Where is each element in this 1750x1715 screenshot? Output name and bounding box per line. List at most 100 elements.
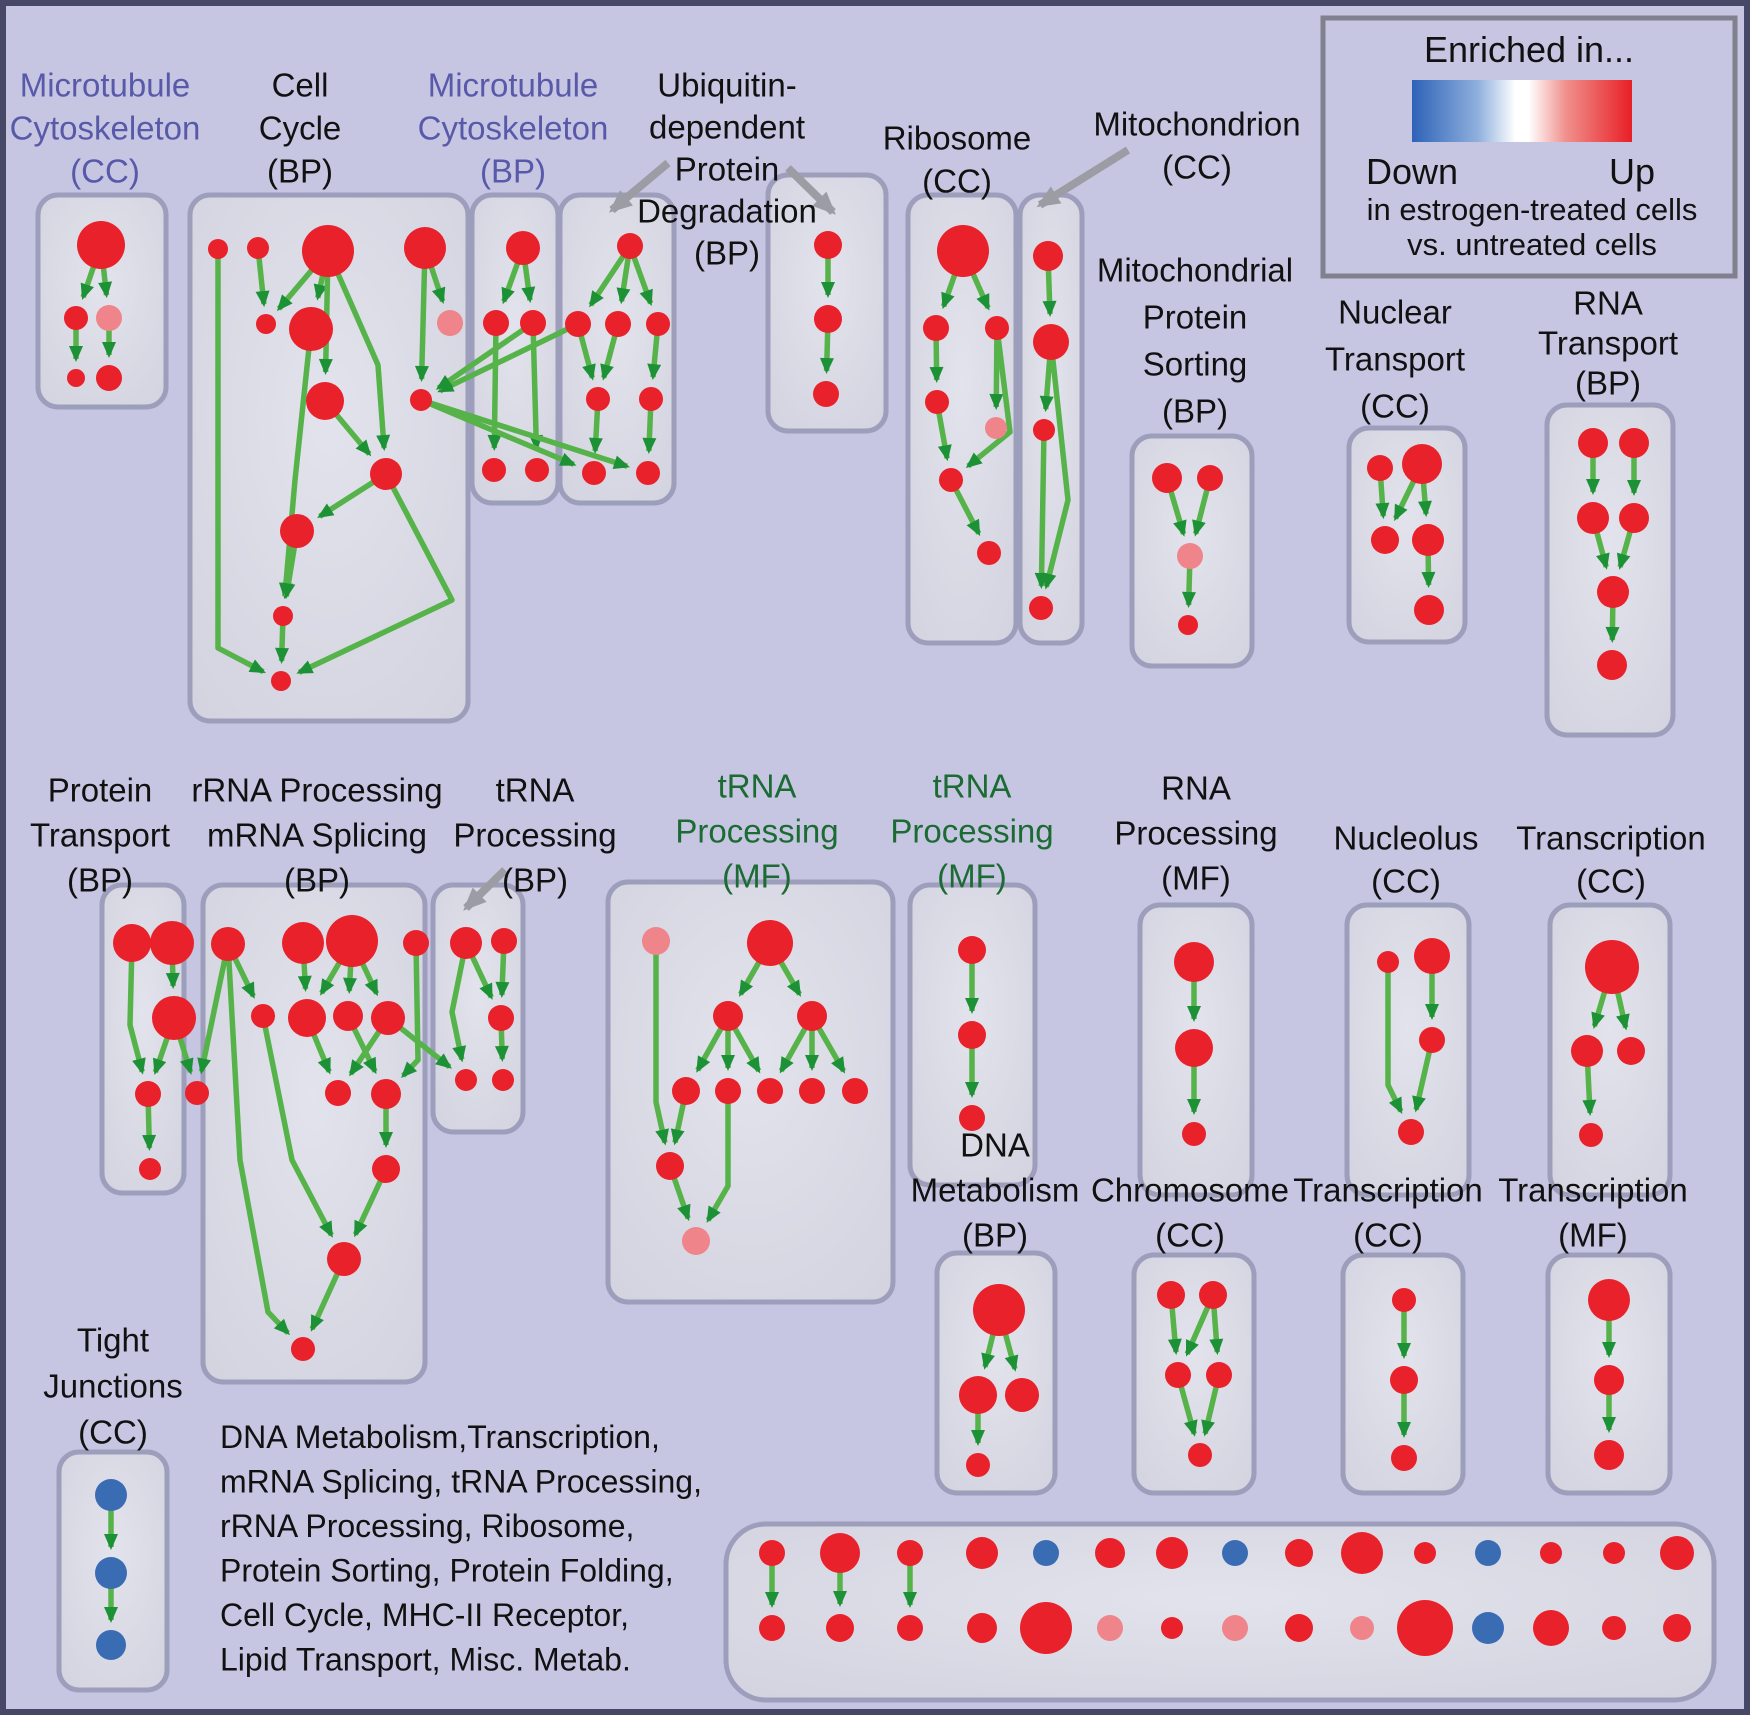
edge-D1-B8	[437, 321, 580, 394]
cluster-box-tr-cc-mid	[1547, 902, 1673, 1198]
go-term-node-Q2	[1419, 1027, 1445, 1053]
go-term-node-B8	[410, 389, 432, 411]
cluster-label-rt-bp: RNA Transport (BP)	[1538, 285, 1678, 402]
go-term-node-N9	[656, 1152, 684, 1180]
go-term-node-Yb9	[1285, 1614, 1313, 1642]
go-term-node-J2	[1577, 502, 1609, 534]
legend-up-label: Up	[1609, 151, 1655, 192]
go-term-node-B2	[302, 225, 354, 277]
go-term-node-I1	[1402, 444, 1442, 484]
go-term-node-R0	[1585, 940, 1639, 994]
edge-B5-B11	[278, 328, 314, 600]
go-term-node-W2	[96, 1630, 126, 1660]
cluster-label-ribo-cc: Ribosome (CC)	[883, 120, 1032, 200]
go-term-node-Yb14	[1602, 1616, 1626, 1640]
go-term-node-P2	[1182, 1122, 1206, 1146]
go-term-node-Ya5	[1033, 1540, 1059, 1566]
annotation-text-line-3: rRNA Processing, Ribosome,	[220, 1508, 634, 1544]
cluster-label-tj-cc: Tight Junctions (CC)	[43, 1322, 182, 1451]
go-term-node-T2	[1165, 1362, 1191, 1388]
go-term-node-Ya12	[1475, 1540, 1501, 1566]
go-term-node-Ya13	[1540, 1542, 1562, 1564]
annotation-arrow-4	[463, 867, 508, 911]
cluster-label-trna-mf-2: tRNA Processing (MF)	[890, 768, 1053, 895]
go-term-node-H2	[1177, 543, 1203, 569]
edge-B0-B12	[215, 249, 266, 675]
cluster-label-nt-cc: Nuclear Transport (CC)	[1325, 294, 1465, 425]
cluster-label-ubi-label: Ubiquitin-dependent Protein Degradation (BP…	[637, 67, 817, 272]
go-term-node-I3	[1412, 524, 1444, 556]
cluster-label-chr-cc: Chromosome (CC)	[1091, 1172, 1289, 1254]
annotation-arrow-2	[785, 165, 836, 215]
go-term-node-B4	[256, 314, 276, 334]
cluster-label-mps-bp: Mitochondrial Protein Sorting (BP)	[1097, 252, 1293, 430]
go-term-node-M1	[491, 928, 517, 954]
go-term-node-Yb4	[967, 1613, 997, 1643]
go-term-node-A2	[96, 305, 122, 331]
go-term-node-W0	[95, 1479, 127, 1511]
go-term-node-T0	[1157, 1281, 1185, 1309]
cluster-label-tr-mf: Transcription (MF)	[1498, 1172, 1688, 1254]
go-term-node-Yb2	[826, 1614, 854, 1642]
go-term-node-J5	[1597, 650, 1627, 680]
cluster-label-tr-cc-mid: Transcription (CC)	[1516, 820, 1706, 900]
go-term-node-V0	[1588, 1279, 1630, 1321]
edge-G2-G3	[1034, 429, 1049, 589]
edge-B3-B8	[414, 247, 429, 382]
go-term-node-T1	[1199, 1281, 1227, 1309]
cluster-label-pt-bp: Protein Transport (BP)	[30, 772, 170, 899]
go-term-node-F5	[939, 468, 963, 492]
go-term-node-V2	[1594, 1440, 1624, 1470]
go-term-node-D0	[617, 233, 643, 259]
cluster-box-misc	[723, 1521, 1717, 1703]
go-term-node-Yb15	[1663, 1614, 1691, 1642]
go-term-node-L0	[211, 927, 245, 961]
go-term-node-F4	[985, 417, 1007, 439]
go-term-node-N5	[715, 1078, 741, 1104]
go-term-node-S0	[973, 1284, 1025, 1336]
edge-Q0-Q3	[1385, 962, 1404, 1114]
go-term-node-L11	[327, 1242, 361, 1276]
go-term-node-Ya14	[1603, 1542, 1625, 1564]
cluster-label-cc-bp: Cell Cycle (BP)	[259, 67, 342, 190]
go-term-node-Ya1	[759, 1540, 785, 1566]
go-term-node-S2	[1005, 1378, 1039, 1412]
go-term-node-U0	[1392, 1288, 1416, 1312]
legend: Enriched in... Down Up in estrogen-treat…	[1320, 15, 1738, 279]
go-term-node-L5	[288, 999, 326, 1037]
go-term-node-Ya6	[1095, 1538, 1125, 1568]
go-term-node-N10	[682, 1227, 710, 1255]
go-term-node-V1	[1594, 1365, 1624, 1395]
go-term-node-W1	[95, 1557, 127, 1589]
go-term-node-I0	[1367, 455, 1393, 481]
go-term-node-Yb5	[1020, 1602, 1072, 1654]
go-term-node-A4	[96, 365, 122, 391]
cluster-label-trna-bp: tRNA Processing (BP)	[453, 772, 616, 899]
cluster-label-nuc-cc: Nucleolus (CC)	[1334, 820, 1479, 900]
annotation-text-line-2: mRNA Splicing, tRNA Processing,	[220, 1464, 702, 1500]
go-term-node-O0	[958, 936, 986, 964]
go-term-node-R3	[1579, 1123, 1603, 1147]
go-term-node-Yb10	[1350, 1616, 1374, 1640]
cluster-box-rt-bp	[1544, 402, 1676, 738]
go-term-node-J3	[1619, 503, 1649, 533]
go-term-node-C3	[482, 458, 506, 482]
go-term-node-J1	[1619, 428, 1649, 458]
go-term-node-Ya8	[1222, 1540, 1248, 1566]
go-term-node-F2	[985, 316, 1009, 340]
go-term-node-M0	[450, 927, 482, 959]
go-term-node-E2	[813, 381, 839, 407]
go-term-node-H3	[1178, 615, 1198, 635]
edge-C1-C3	[487, 322, 502, 451]
edge-L0-K4	[197, 943, 231, 1075]
go-term-node-H1	[1197, 465, 1223, 491]
go-term-node-Ya9	[1285, 1539, 1313, 1567]
annotation-arrow-3	[1036, 146, 1131, 209]
go-term-node-B6	[437, 310, 463, 336]
go-term-node-M2	[488, 1005, 514, 1031]
go-term-node-L3	[403, 930, 429, 956]
go-term-node-L8	[325, 1080, 351, 1106]
go-term-node-D5	[582, 461, 606, 485]
go-term-node-Ya3	[897, 1540, 923, 1566]
